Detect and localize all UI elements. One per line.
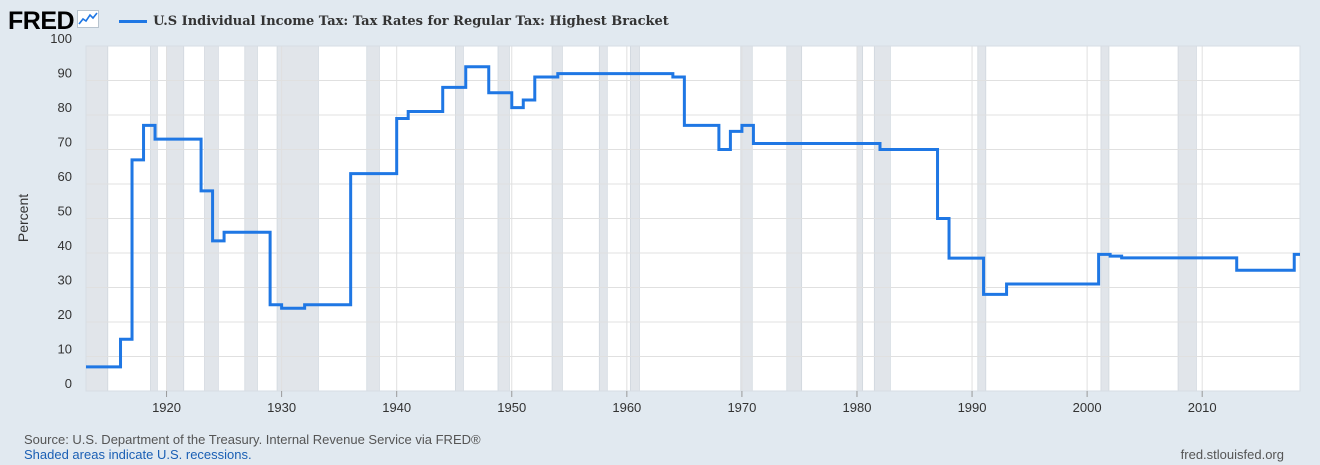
x-tick-label: 1970 xyxy=(727,400,756,415)
y-tick-label: 20 xyxy=(58,307,72,322)
y-tick-label: 70 xyxy=(58,135,72,150)
x-tick-label: 1990 xyxy=(958,400,987,415)
x-tick-label: 1980 xyxy=(843,400,872,415)
x-tick-label: 1950 xyxy=(497,400,526,415)
legend: U.S Individual Income Tax: Tax Rates for… xyxy=(119,14,669,29)
source-note: Source: U.S. Department of the Treasury.… xyxy=(24,432,481,447)
y-tick-label: 40 xyxy=(58,238,72,253)
legend-line-swatch xyxy=(119,19,148,23)
x-tick-label: 1930 xyxy=(267,400,296,415)
y-axis-label: Percent xyxy=(15,194,31,242)
recession-note[interactable]: Shaded areas indicate U.S. recessions. xyxy=(24,447,252,462)
y-tick-label: 100 xyxy=(50,31,72,46)
x-axis: 1920 1930 1940 1950 1960 1970 1980 1990 2000 2010 xyxy=(152,391,1217,415)
legend-series-label: U.S Individual Income Tax: Tax Rates for… xyxy=(153,13,669,29)
gridlines xyxy=(85,45,1301,392)
y-tick-label: 10 xyxy=(58,342,72,357)
x-tick-label: 1920 xyxy=(152,400,181,415)
y-tick-label: 90 xyxy=(58,66,72,81)
y-tick-label: 60 xyxy=(58,169,72,184)
y-tick-label: 0 xyxy=(65,376,72,391)
chart-header: FRED U.S Individual Income Tax: Tax Rate… xyxy=(8,6,669,36)
y-tick-label: 80 xyxy=(58,100,72,115)
y-tick-label: 30 xyxy=(58,273,72,288)
x-tick-label: 2000 xyxy=(1073,400,1102,415)
x-tick-label: 1960 xyxy=(612,400,641,415)
y-axis: 0 10 20 30 40 50 60 70 80 90 100 xyxy=(50,31,72,391)
x-tick-label: 1940 xyxy=(382,400,411,415)
site-url[interactable]: fred.stlouisfed.org xyxy=(1180,447,1284,462)
x-tick-label: 2010 xyxy=(1188,400,1217,415)
series-layer xyxy=(86,65,1300,369)
y-tick-label: 50 xyxy=(58,204,72,219)
chart-line-icon xyxy=(77,9,100,33)
series-line xyxy=(86,65,1300,369)
footer-left: Source: U.S. Department of the Treasury.… xyxy=(24,432,481,462)
fred-logo[interactable]: FRED xyxy=(8,6,75,35)
plot-border xyxy=(85,45,1301,392)
